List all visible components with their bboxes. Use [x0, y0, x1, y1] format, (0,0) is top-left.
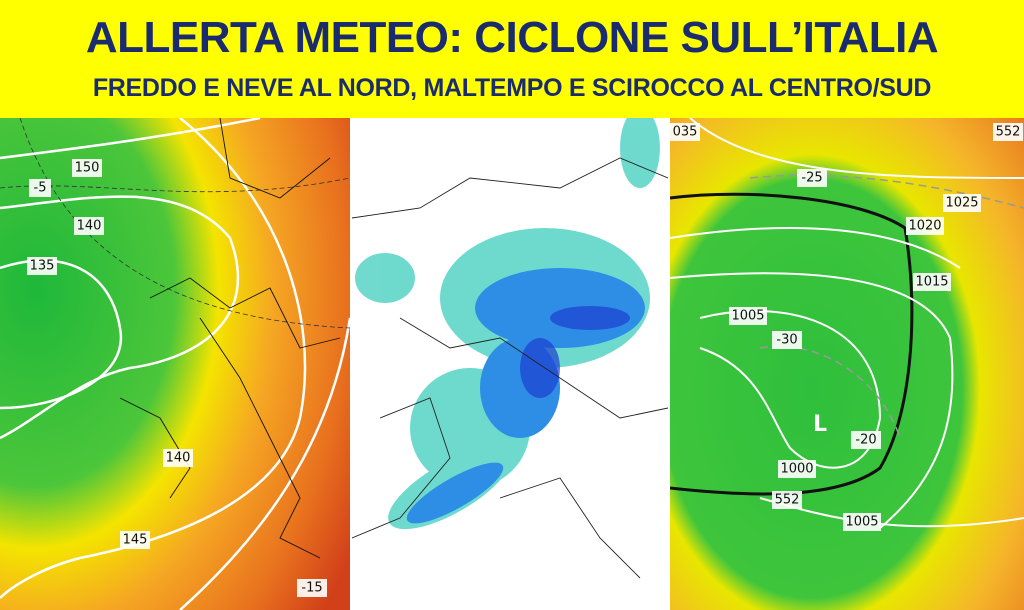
- label-box: [797, 169, 827, 187]
- contour-label: -15: [301, 581, 322, 596]
- label-box: [297, 579, 327, 597]
- label-box: [772, 331, 802, 349]
- contour-label: 1020: [908, 219, 941, 234]
- label-box: [72, 159, 102, 177]
- label-box: [778, 460, 816, 478]
- contour-label: 552: [996, 125, 1021, 140]
- label-box: [913, 273, 951, 291]
- label-box: [27, 257, 57, 275]
- contour-label: 140: [166, 451, 191, 466]
- geopotential-map: [0, 118, 350, 610]
- contour-label: -20: [855, 433, 876, 448]
- contour-label: 1005: [845, 515, 878, 530]
- contour-label: 150: [75, 161, 100, 176]
- contour-label: 1005: [731, 309, 764, 324]
- label-box: [163, 449, 193, 467]
- label-box: [943, 194, 981, 212]
- pressure-map: [670, 118, 1024, 610]
- contour-label: 1015: [915, 275, 948, 290]
- label-box: [120, 531, 150, 549]
- contour-label: 145: [123, 533, 148, 548]
- label-box: [729, 307, 767, 325]
- contour-label: L: [813, 412, 827, 437]
- contour-label: 135: [30, 259, 55, 274]
- contour-label: 1025: [945, 196, 978, 211]
- contour-label: -25: [801, 171, 822, 186]
- label-box: [29, 179, 51, 197]
- maps: 150 140 135 -5 140 145 -15 035 552 -25 1025 1020 101…: [0, 118, 1024, 610]
- precipitation-map: [352, 118, 668, 610]
- title: ALLERTA METEO: CICLONE SULL’ITALIA: [85, 13, 939, 62]
- label-box: [670, 123, 700, 141]
- contour-label: -30: [776, 333, 797, 348]
- contour-label: 035: [673, 125, 698, 140]
- header: ALLERTA METEO: CICLONE SULL’ITALIA FREDD…: [0, 0, 1024, 118]
- label-box: [851, 431, 881, 449]
- contour-label: -5: [34, 181, 47, 196]
- contour-label: 140: [77, 219, 102, 234]
- subtitle: FREDDO E NEVE AL NORD, MALTEMPO E SCIROC…: [92, 74, 932, 102]
- label-box: [843, 513, 881, 531]
- label-box: [993, 123, 1023, 141]
- label-box: [906, 217, 944, 235]
- contour-label: 1000: [780, 462, 813, 477]
- contour-label: 552: [775, 493, 800, 508]
- label-box: [74, 217, 104, 235]
- label-box: [772, 491, 802, 509]
